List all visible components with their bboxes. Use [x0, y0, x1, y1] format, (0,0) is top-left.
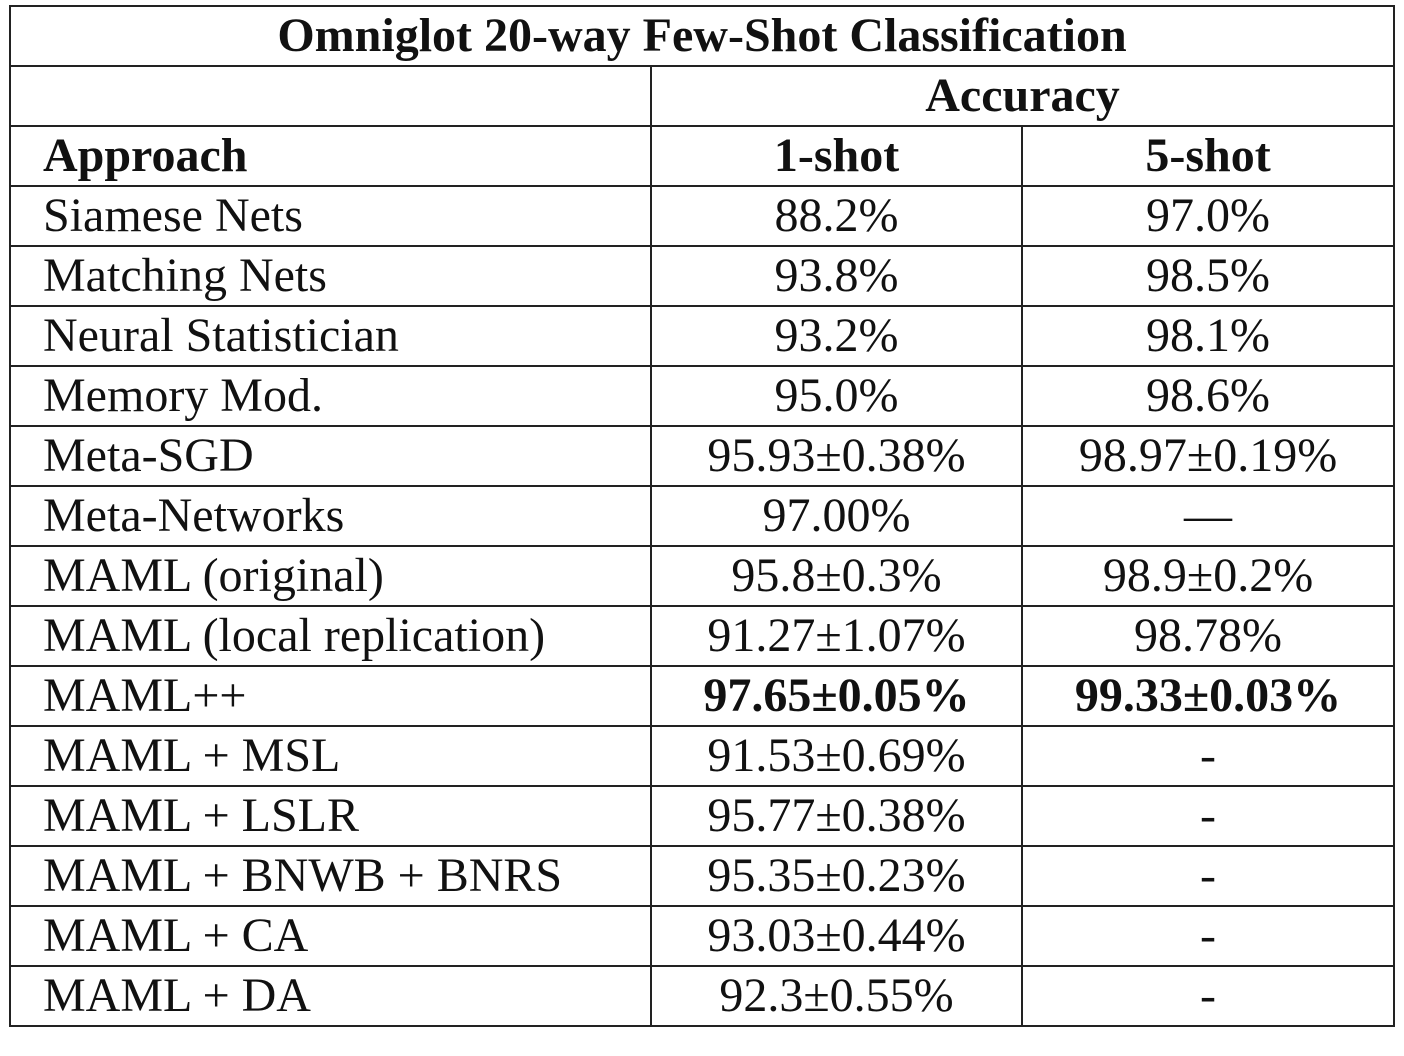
five-shot-cell: - [1020, 725, 1396, 787]
approach-cell: MAML + DA [9, 965, 652, 1027]
column-header-approach: Approach [9, 125, 652, 187]
table-row: Meta-SGD 95.93±0.38% 98.97±0.19% [9, 425, 1396, 487]
table-body: Omniglot 20-way Few-Shot Classification … [8, 5, 1396, 1027]
approach-cell: MAML + LSLR [9, 785, 652, 847]
approach-cell: MAML + MSL [9, 725, 652, 787]
one-shot-cell: 93.2% [650, 305, 1023, 367]
table-row: MAML++ 97.65±0.05% 99.33±0.03% [9, 665, 1396, 727]
one-shot-cell: 91.27±1.07% [650, 605, 1023, 667]
one-shot-cell: 97.00% [650, 485, 1023, 547]
approach-cell: MAML + BNWB + BNRS [9, 845, 652, 907]
approach-cell: MAML (original) [9, 545, 652, 607]
column-header-1-shot: 1-shot [650, 125, 1023, 187]
approach-cell: MAML + CA [9, 905, 652, 967]
approach-cell: Meta-SGD [9, 425, 652, 487]
one-shot-cell: 95.93±0.38% [650, 425, 1023, 487]
five-shot-cell: 98.97±0.19% [1020, 425, 1396, 487]
group-header-row: Accuracy [9, 65, 1396, 127]
one-shot-cell: 92.3±0.55% [650, 965, 1023, 1027]
five-shot-cell: 98.1% [1020, 305, 1396, 367]
five-shot-cell: 98.5% [1020, 245, 1396, 307]
approach-cell: Matching Nets [9, 245, 652, 307]
five-shot-cell: - [1020, 845, 1396, 907]
column-header-5-shot: 5-shot [1020, 125, 1396, 187]
one-shot-cell: 95.35±0.23% [650, 845, 1023, 907]
approach-cell: Memory Mod. [9, 365, 652, 427]
one-shot-cell: 91.53±0.69% [650, 725, 1023, 787]
group-header-empty-cell [9, 65, 652, 127]
column-header-row: Approach 1-shot 5-shot [9, 125, 1396, 187]
approach-cell: MAML++ [9, 665, 652, 727]
table-row: MAML + CA 93.03±0.44% - [9, 905, 1396, 967]
table-row: Matching Nets 93.8% 98.5% [9, 245, 1396, 307]
one-shot-cell: 93.8% [650, 245, 1023, 307]
table-row: MAML + MSL 91.53±0.69% - [9, 725, 1396, 787]
table-row: Neural Statistician 93.2% 98.1% [9, 305, 1396, 367]
five-shot-cell: - [1020, 785, 1396, 847]
five-shot-cell: 97.0% [1020, 185, 1396, 247]
accuracy-group-header: Accuracy [649, 65, 1396, 127]
table-row: Meta-Networks 97.00% — [9, 485, 1396, 547]
one-shot-cell: 95.0% [650, 365, 1023, 427]
table-row: MAML (original) 95.8±0.3% 98.9±0.2% [9, 545, 1396, 607]
table-row: MAML + DA 92.3±0.55% - [9, 965, 1396, 1027]
five-shot-cell: 98.9±0.2% [1020, 545, 1396, 607]
one-shot-cell: 88.2% [650, 185, 1023, 247]
five-shot-cell: - [1020, 965, 1396, 1027]
table-row: MAML (local replication) 91.27±1.07% 98.78… [9, 605, 1396, 667]
five-shot-cell: — [1020, 485, 1396, 547]
one-shot-cell: 97.65±0.05% [650, 665, 1023, 727]
table-row: MAML + LSLR 95.77±0.38% - [9, 785, 1396, 847]
five-shot-cell: 99.33±0.03% [1020, 665, 1396, 727]
table-row: Memory Mod. 95.0% 98.6% [9, 365, 1396, 427]
one-shot-cell: 95.8±0.3% [650, 545, 1023, 607]
approach-cell: Meta-Networks [9, 485, 652, 547]
table-row: MAML + BNWB + BNRS 95.35±0.23% - [9, 845, 1396, 907]
one-shot-cell: 95.77±0.38% [650, 785, 1023, 847]
table-row: Siamese Nets 88.2% 97.0% [9, 185, 1396, 247]
five-shot-cell: 98.78% [1020, 605, 1396, 667]
approach-cell: Siamese Nets [9, 185, 652, 247]
table-title: Omniglot 20-way Few-Shot Classification [8, 5, 1396, 67]
title-row: Omniglot 20-way Few-Shot Classification [8, 5, 1396, 67]
one-shot-cell: 93.03±0.44% [650, 905, 1023, 967]
five-shot-cell: 98.6% [1020, 365, 1396, 427]
approach-cell: MAML (local replication) [9, 605, 652, 667]
five-shot-cell: - [1020, 905, 1396, 967]
approach-cell: Neural Statistician [9, 305, 652, 367]
results-table: Omniglot 20-way Few-Shot Classification … [8, 5, 1396, 1027]
